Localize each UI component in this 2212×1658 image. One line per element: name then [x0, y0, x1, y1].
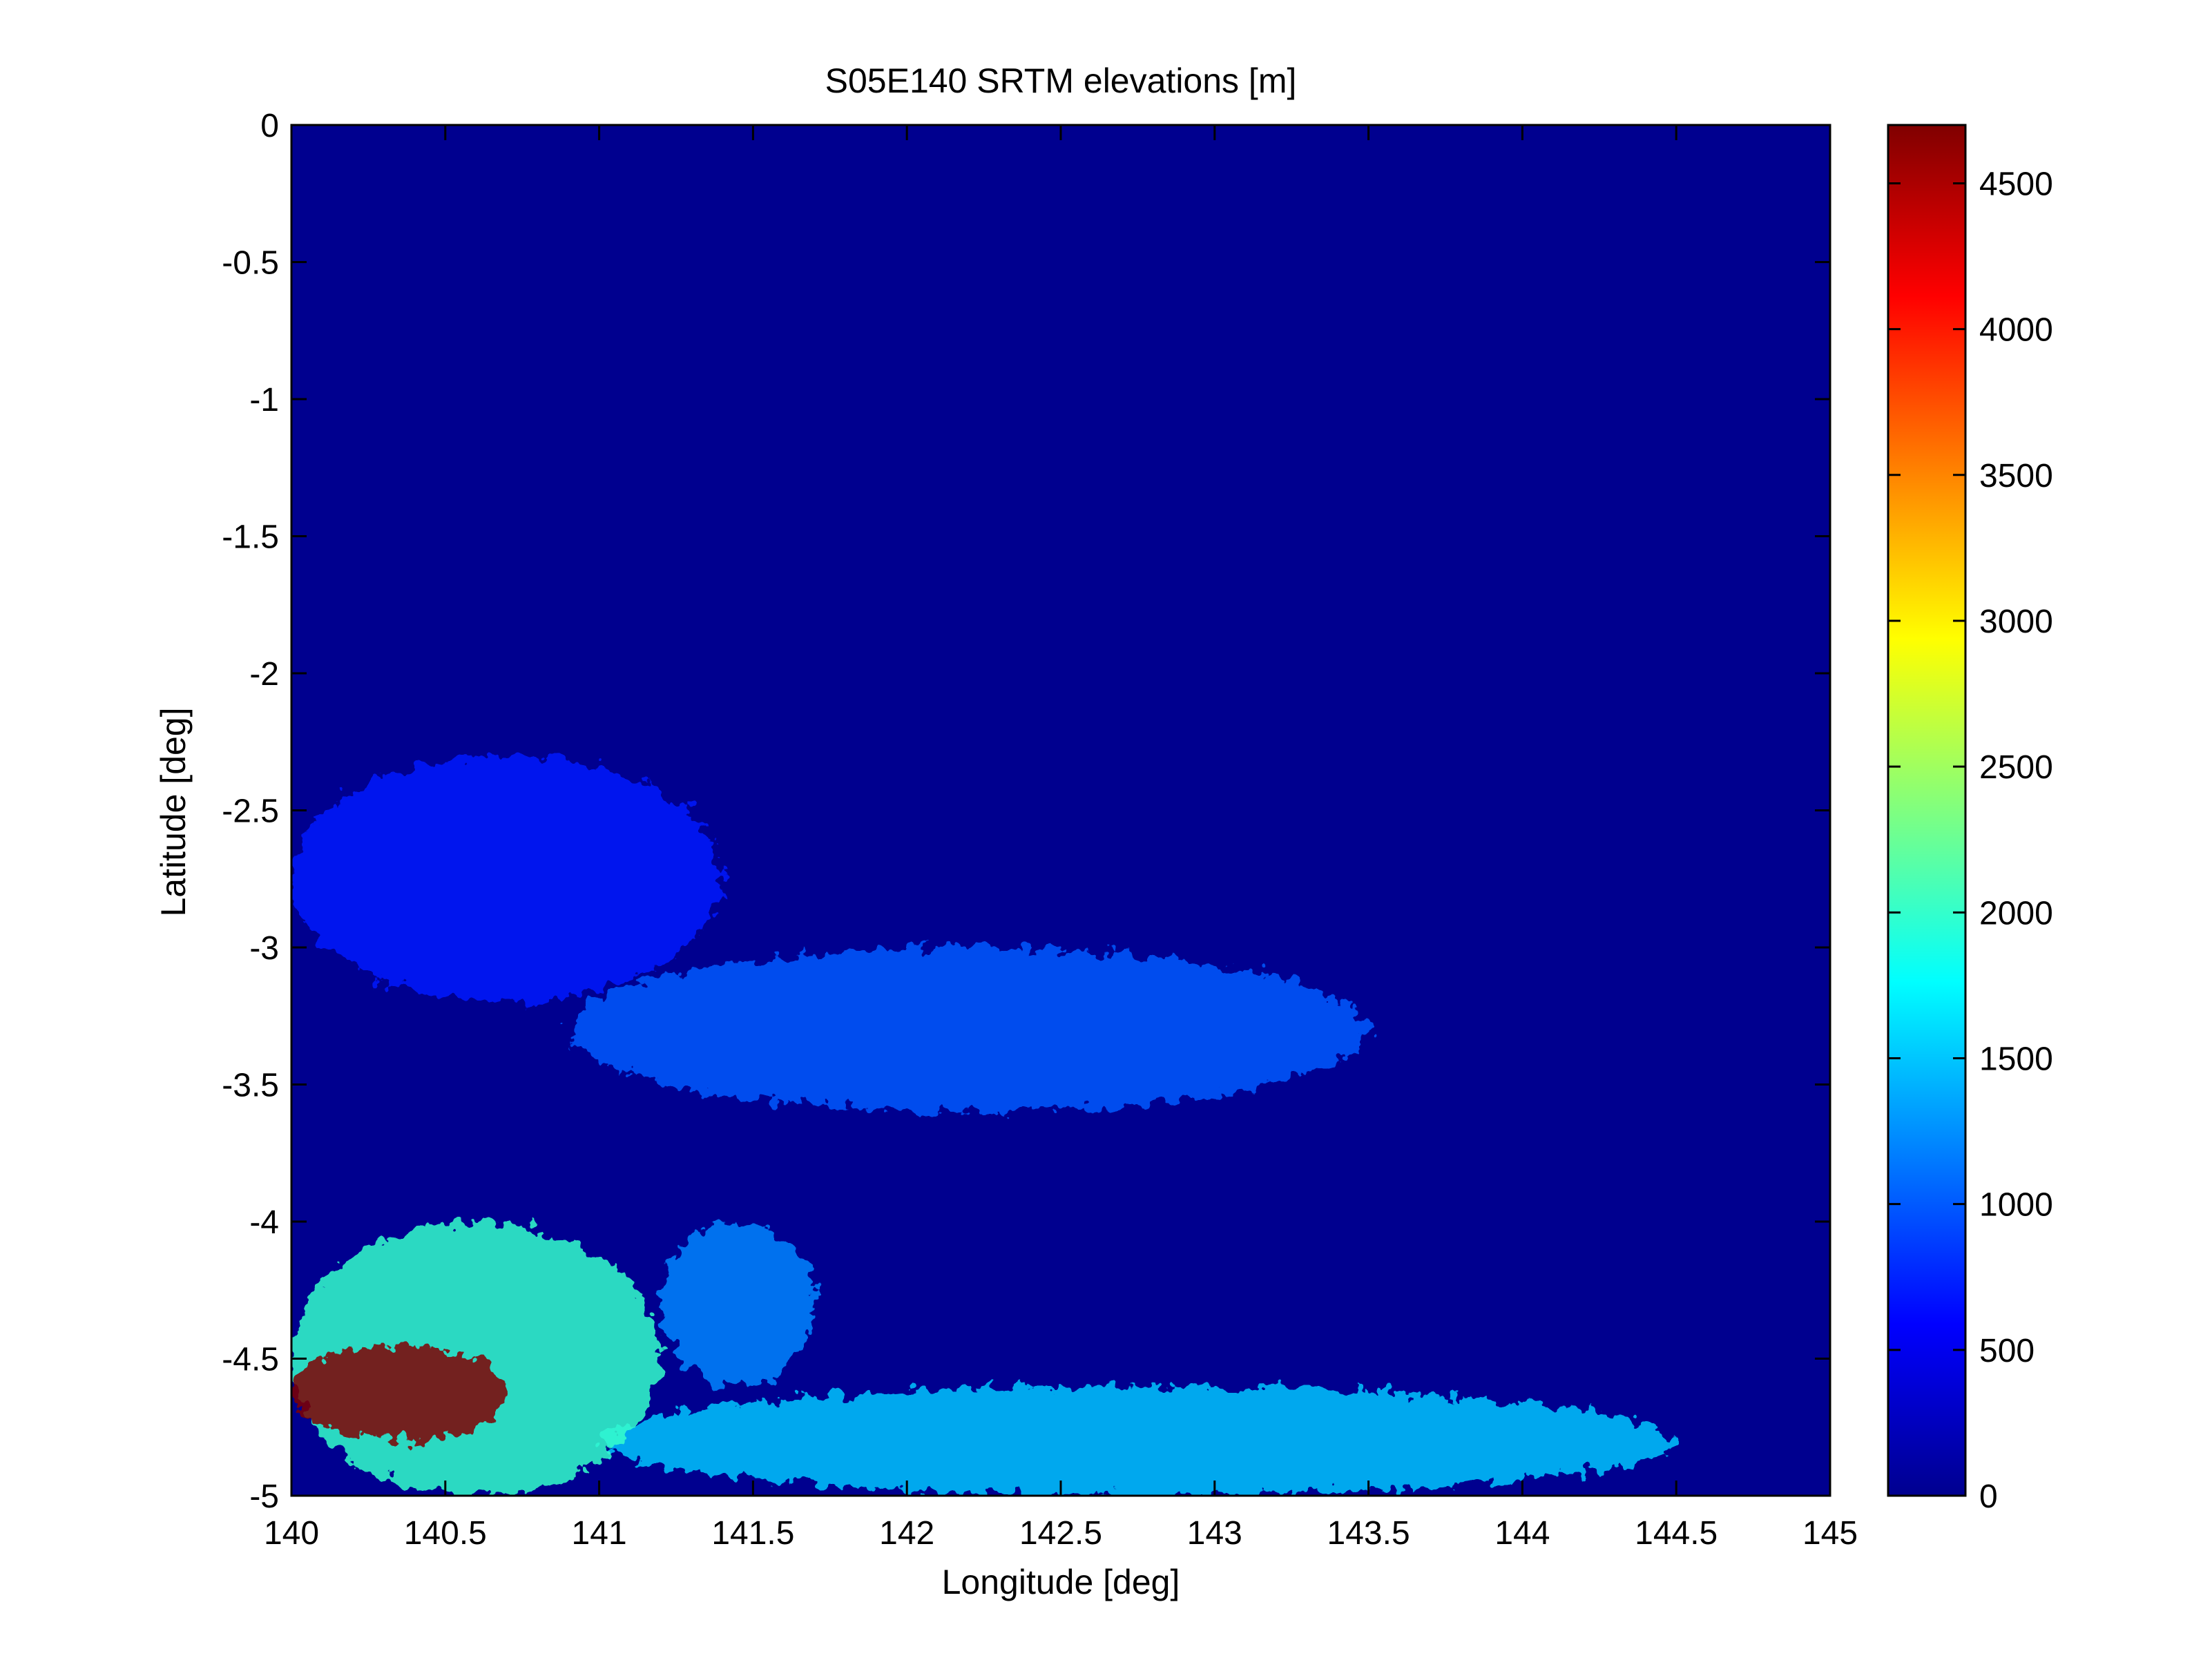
- terrain-feature: [291, 755, 722, 1003]
- colorbar-tick-label: 2000: [1979, 895, 2053, 932]
- terrain-feature: [660, 1222, 815, 1387]
- terrain-feature: [291, 1344, 507, 1441]
- terrain-layer: [291, 755, 1677, 1496]
- colorbar-tick-label: 3500: [1979, 458, 2053, 494]
- elevation-heatmap: [291, 125, 1830, 1496]
- x-tick-label: 141: [572, 1515, 627, 1552]
- x-tick-label: 144: [1494, 1515, 1550, 1552]
- colorbar-tick-label: 4500: [1979, 166, 2053, 202]
- y-tick-label: -4.5: [222, 1342, 279, 1378]
- y-tick-label: -0.5: [222, 245, 279, 282]
- colorbar-tick-label: 1500: [1979, 1041, 2053, 1077]
- colorbar-tick-label: 2500: [1979, 749, 2053, 786]
- y-tick-label: -2.5: [222, 793, 279, 830]
- x-tick-label: 142: [879, 1515, 934, 1552]
- y-tick-label: -3: [249, 930, 279, 967]
- x-tick-label: 141.5: [711, 1515, 794, 1552]
- colorbar-frame: [1887, 124, 1967, 1497]
- colorbar-tick-label: 1000: [1979, 1187, 2053, 1224]
- y-tick-label: -4: [249, 1204, 279, 1241]
- x-tick-label: 143: [1187, 1515, 1242, 1552]
- colorbar: 0 500 1000 1500 2000 2500 3000 3500 4000 4500: [1887, 124, 2053, 1515]
- x-tick-label: 140: [264, 1515, 319, 1552]
- y-axis: 0 -0.5 -1 -1.5 -2 -2.5 -3 -3.5 -4 -4.5 -5: [222, 108, 1830, 1515]
- chart-title: S05E140 SRTM elevations [m]: [825, 61, 1297, 100]
- x-tick-label: 145: [1802, 1515, 1858, 1552]
- colorbar-tick-label: 4000: [1979, 312, 2053, 349]
- x-tick-label: 144.5: [1635, 1515, 1718, 1552]
- x-tick-label: 142.5: [1019, 1515, 1102, 1552]
- colorbar-ticks: 0 500 1000 1500 2000 2500 3000 3500 4000 4500: [1888, 166, 2053, 1515]
- colorbar-tick-label: 3000: [1979, 604, 2053, 640]
- colorbar-tick-label: 0: [1979, 1478, 1998, 1515]
- colorbar-tick-label: 500: [1979, 1333, 2035, 1369]
- y-tick-label: -5: [249, 1478, 279, 1515]
- y-axis-label: Latitude [deg]: [154, 707, 193, 916]
- terrain-feature: [599, 1386, 1677, 1496]
- y-tick-label: -2: [249, 656, 279, 693]
- colorbar-gradient: [1888, 125, 1965, 1496]
- y-tick-label: -1.5: [222, 519, 279, 556]
- x-tick-label: 140.5: [404, 1515, 487, 1552]
- x-tick-label: 143.5: [1327, 1515, 1410, 1552]
- terrain-feature: [568, 947, 1369, 1112]
- y-tick-label: 0: [260, 108, 279, 144]
- y-tick-label: -1: [249, 382, 279, 418]
- x-axis-label: Longitude [deg]: [942, 1563, 1180, 1601]
- y-tick-label: -3.5: [222, 1068, 279, 1104]
- x-axis: 140 140.5 141 141.5 142 142.5 143 143.5 144 144.5…: [264, 125, 1858, 1552]
